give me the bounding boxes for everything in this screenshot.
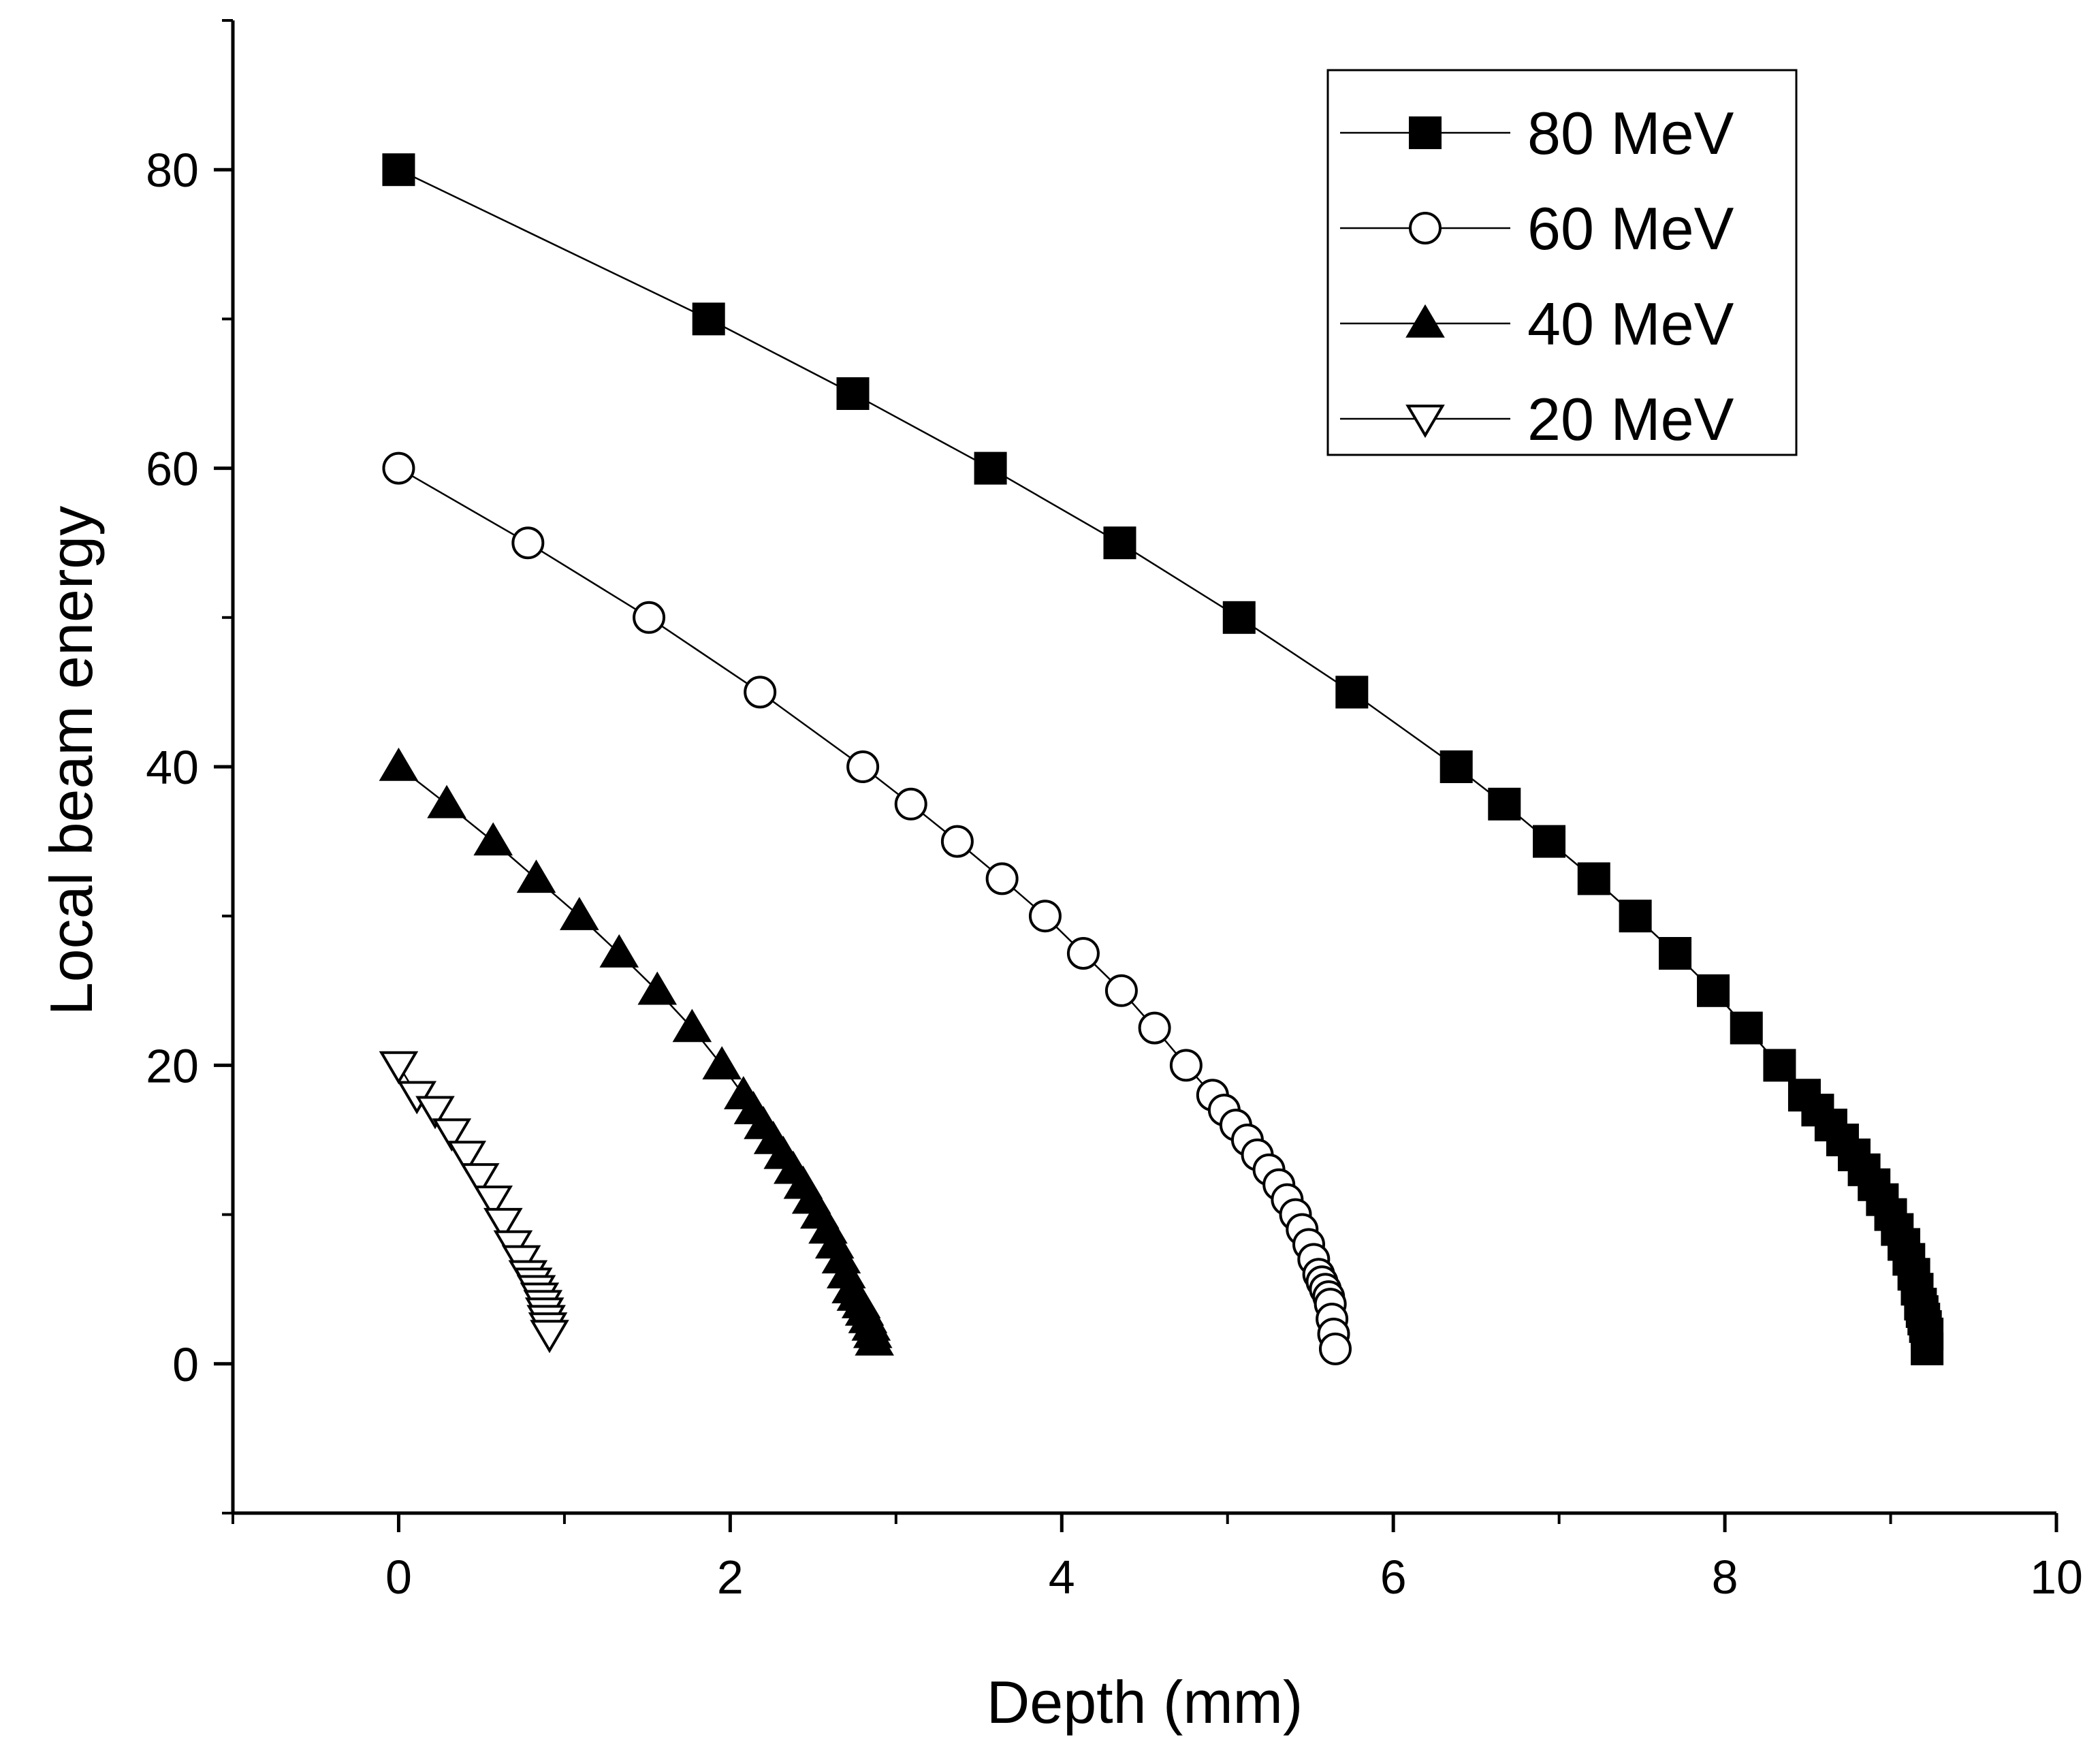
data-point-80-mev: [1763, 1049, 1796, 1082]
data-point-20-mev: [483, 1207, 523, 1241]
data-point-40-mev: [599, 934, 639, 968]
data-point-60-mev: [1104, 974, 1138, 1007]
legend-label: 40 MeV: [1527, 290, 1734, 358]
data-point-20-mev: [415, 1096, 455, 1130]
data-point-40-mev: [516, 859, 556, 893]
legend-entry-20-mev: 20 MeV: [1340, 385, 1734, 453]
legend-box: [1326, 69, 1798, 456]
data-point-60-mev: [1028, 900, 1062, 933]
data-point-20-mev: [447, 1141, 487, 1175]
data-point-80-mev: [1533, 825, 1566, 858]
data-point-80-mev: [1103, 526, 1136, 560]
data-point-20-mev: [530, 1320, 569, 1354]
data-point-60-mev: [846, 750, 880, 783]
axes: 0 2 4 6 8 10 0 20 40 60 80: [146, 19, 2083, 1604]
y-tick-label: 60: [146, 443, 199, 496]
legend-marker-60-mev: [1409, 212, 1442, 244]
data-point-60-mev: [940, 825, 974, 858]
data-point-60-mev: [633, 601, 666, 634]
data-point-60-mev: [894, 787, 927, 821]
y-tick-label: 0: [172, 1338, 199, 1391]
data-point-20-mev: [473, 1185, 513, 1219]
data-point-60-mev: [1318, 1332, 1352, 1365]
legend-label: 80 MeV: [1527, 99, 1734, 167]
data-point-40-mev: [702, 1046, 742, 1080]
data-point-80-mev: [836, 377, 870, 410]
y-tick-label: 20: [146, 1039, 199, 1092]
series-40-mev: [379, 747, 894, 1356]
data-point-20-mev: [460, 1163, 500, 1196]
legend-entry-80-mev: 80 MeV: [1340, 99, 1734, 167]
x-axis-title: Depth (mm): [987, 1668, 1303, 1736]
x-tick-label: 6: [1380, 1551, 1407, 1604]
data-point-80-mev: [692, 302, 725, 336]
legend-label: 60 MeV: [1527, 195, 1734, 262]
y-axis-title: Local beam energy: [37, 506, 105, 1015]
x-tick-label: 8: [1712, 1551, 1738, 1604]
y-tick-label: 80: [146, 144, 199, 197]
legend-entry-60-mev: 60 MeV: [1340, 195, 1734, 262]
data-point-40-mev: [427, 784, 466, 819]
data-point-80-mev: [1911, 1332, 1944, 1365]
axis-ticks: 0 2 4 6 8 10 0 20 40 60 80: [146, 19, 2083, 1604]
legend-marker-40-mev: [1405, 304, 1445, 338]
series-80-mev: [382, 153, 1944, 1365]
data-point-40-mev: [855, 1322, 894, 1356]
data-point-60-mev: [1138, 1011, 1171, 1045]
data-point-40-mev: [637, 971, 678, 1005]
legend: 80 MeV 60 MeV 40 MeV 20 MeV: [1326, 69, 1798, 456]
data-point-80-mev: [1335, 676, 1369, 709]
data-point-80-mev: [1222, 601, 1256, 634]
x-tick-label: 4: [1049, 1551, 1075, 1604]
data-point-80-mev: [1619, 900, 1652, 933]
data-point-80-mev: [1577, 862, 1610, 895]
data-point-40-mev: [672, 1009, 712, 1043]
data-point-80-mev: [1697, 974, 1730, 1007]
data-point-40-mev: [473, 822, 513, 856]
data-point-60-mev: [1066, 937, 1100, 970]
legend-entry-40-mev: 40 MeV: [1340, 290, 1734, 358]
data-point-40-mev: [560, 897, 599, 930]
data-point-80-mev: [1659, 937, 1692, 970]
data-point-60-mev: [744, 676, 777, 709]
data-point-60-mev: [1169, 1049, 1203, 1082]
data-point-60-mev: [511, 526, 545, 560]
data-point-60-mev: [985, 862, 1019, 895]
data-point-80-mev: [1730, 1011, 1763, 1045]
series-60-mev: [382, 451, 1352, 1365]
series-20-mev: [379, 1051, 569, 1354]
legend-marker-80-mev: [1409, 116, 1442, 149]
data-point-80-mev: [974, 451, 1007, 485]
x-tick-label: 0: [385, 1551, 412, 1604]
data-point-40-mev: [379, 747, 419, 781]
x-tick-label: 10: [2030, 1551, 2083, 1604]
plot-series: [379, 153, 1944, 1365]
data-point-20-mev: [379, 1051, 419, 1085]
x-tick-label: 2: [717, 1551, 744, 1604]
data-point-80-mev: [382, 153, 415, 187]
data-point-60-mev: [382, 451, 415, 485]
legend-label: 20 MeV: [1527, 385, 1734, 453]
data-point-20-mev: [432, 1118, 472, 1152]
data-point-80-mev: [1439, 750, 1473, 783]
legend-marker-20-mev: [1405, 404, 1445, 439]
data-point-80-mev: [1488, 787, 1521, 821]
y-tick-label: 40: [146, 741, 199, 794]
